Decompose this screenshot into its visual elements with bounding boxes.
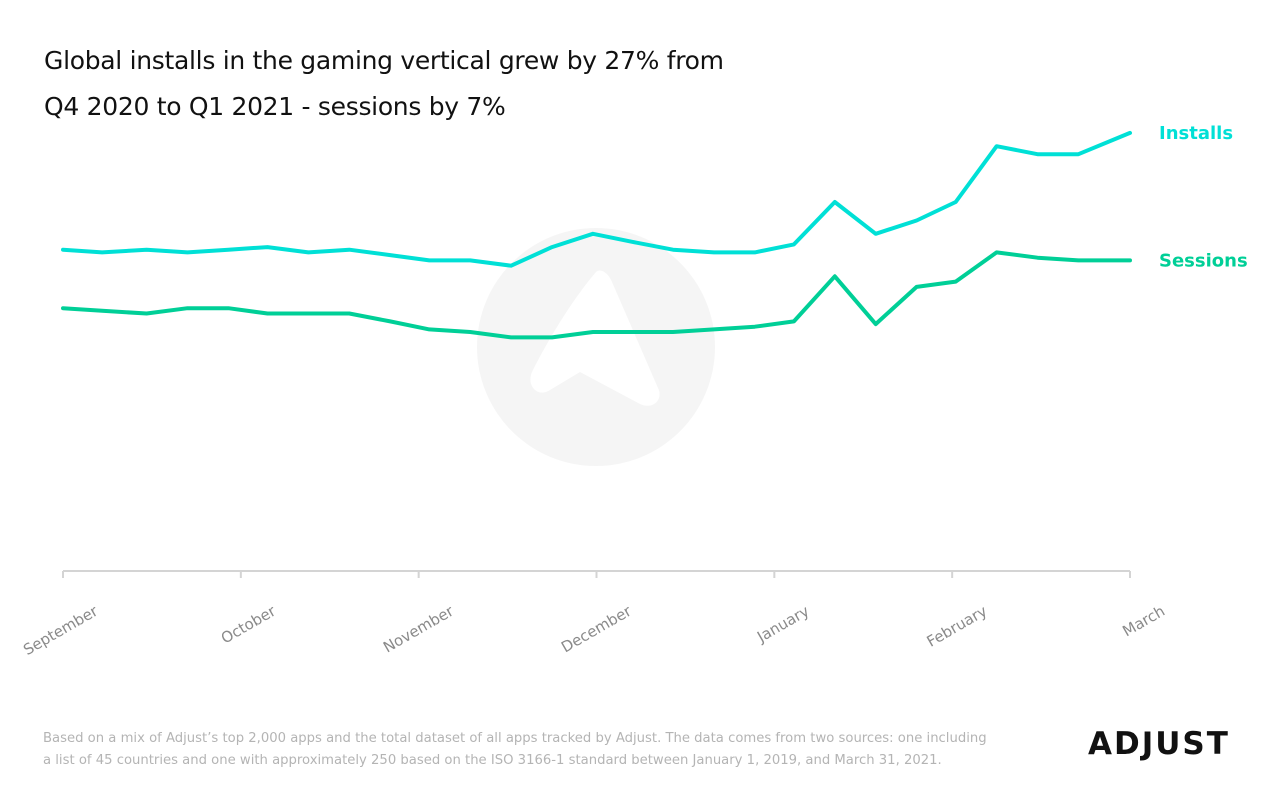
series-label-sessions: Sessions bbox=[1159, 250, 1248, 271]
adjust-logo: ADJUST bbox=[1088, 726, 1230, 762]
series-line-sessions bbox=[61, 250, 1132, 340]
x-axis: September October November December January F… bbox=[20, 570, 1168, 659]
x-tick-label-january: January bbox=[753, 602, 812, 647]
series-line-installs bbox=[61, 130, 1132, 268]
series-group bbox=[61, 130, 1132, 340]
x-tick-label-december: December bbox=[558, 601, 635, 656]
x-tick-label-october: October bbox=[218, 601, 280, 647]
footnote-line-2: a list of 45 countries and one with appr… bbox=[43, 753, 942, 768]
footnote: Based on a mix of Adjust’s top 2,000 app… bbox=[43, 728, 1073, 772]
x-tick-label-march: March bbox=[1119, 602, 1168, 640]
series-label-installs: Installs bbox=[1159, 123, 1233, 144]
chart-title: Global installs in the gaming vertical g… bbox=[44, 38, 944, 130]
footnote-line-1: Based on a mix of Adjust’s top 2,000 app… bbox=[43, 731, 987, 746]
x-tick-label-november: November bbox=[380, 601, 457, 656]
chart-title-line-1: Global installs in the gaming vertical g… bbox=[44, 46, 724, 75]
chart-title-line-2: Q4 2020 to Q1 2021 - sessions by 7% bbox=[44, 92, 506, 121]
watermark-glyph bbox=[530, 270, 660, 406]
watermark-logo bbox=[477, 228, 715, 466]
x-tick-label-september: September bbox=[20, 601, 102, 658]
x-tick-label-february: February bbox=[924, 602, 991, 651]
series-labels: Installs Sessions bbox=[1159, 123, 1248, 271]
